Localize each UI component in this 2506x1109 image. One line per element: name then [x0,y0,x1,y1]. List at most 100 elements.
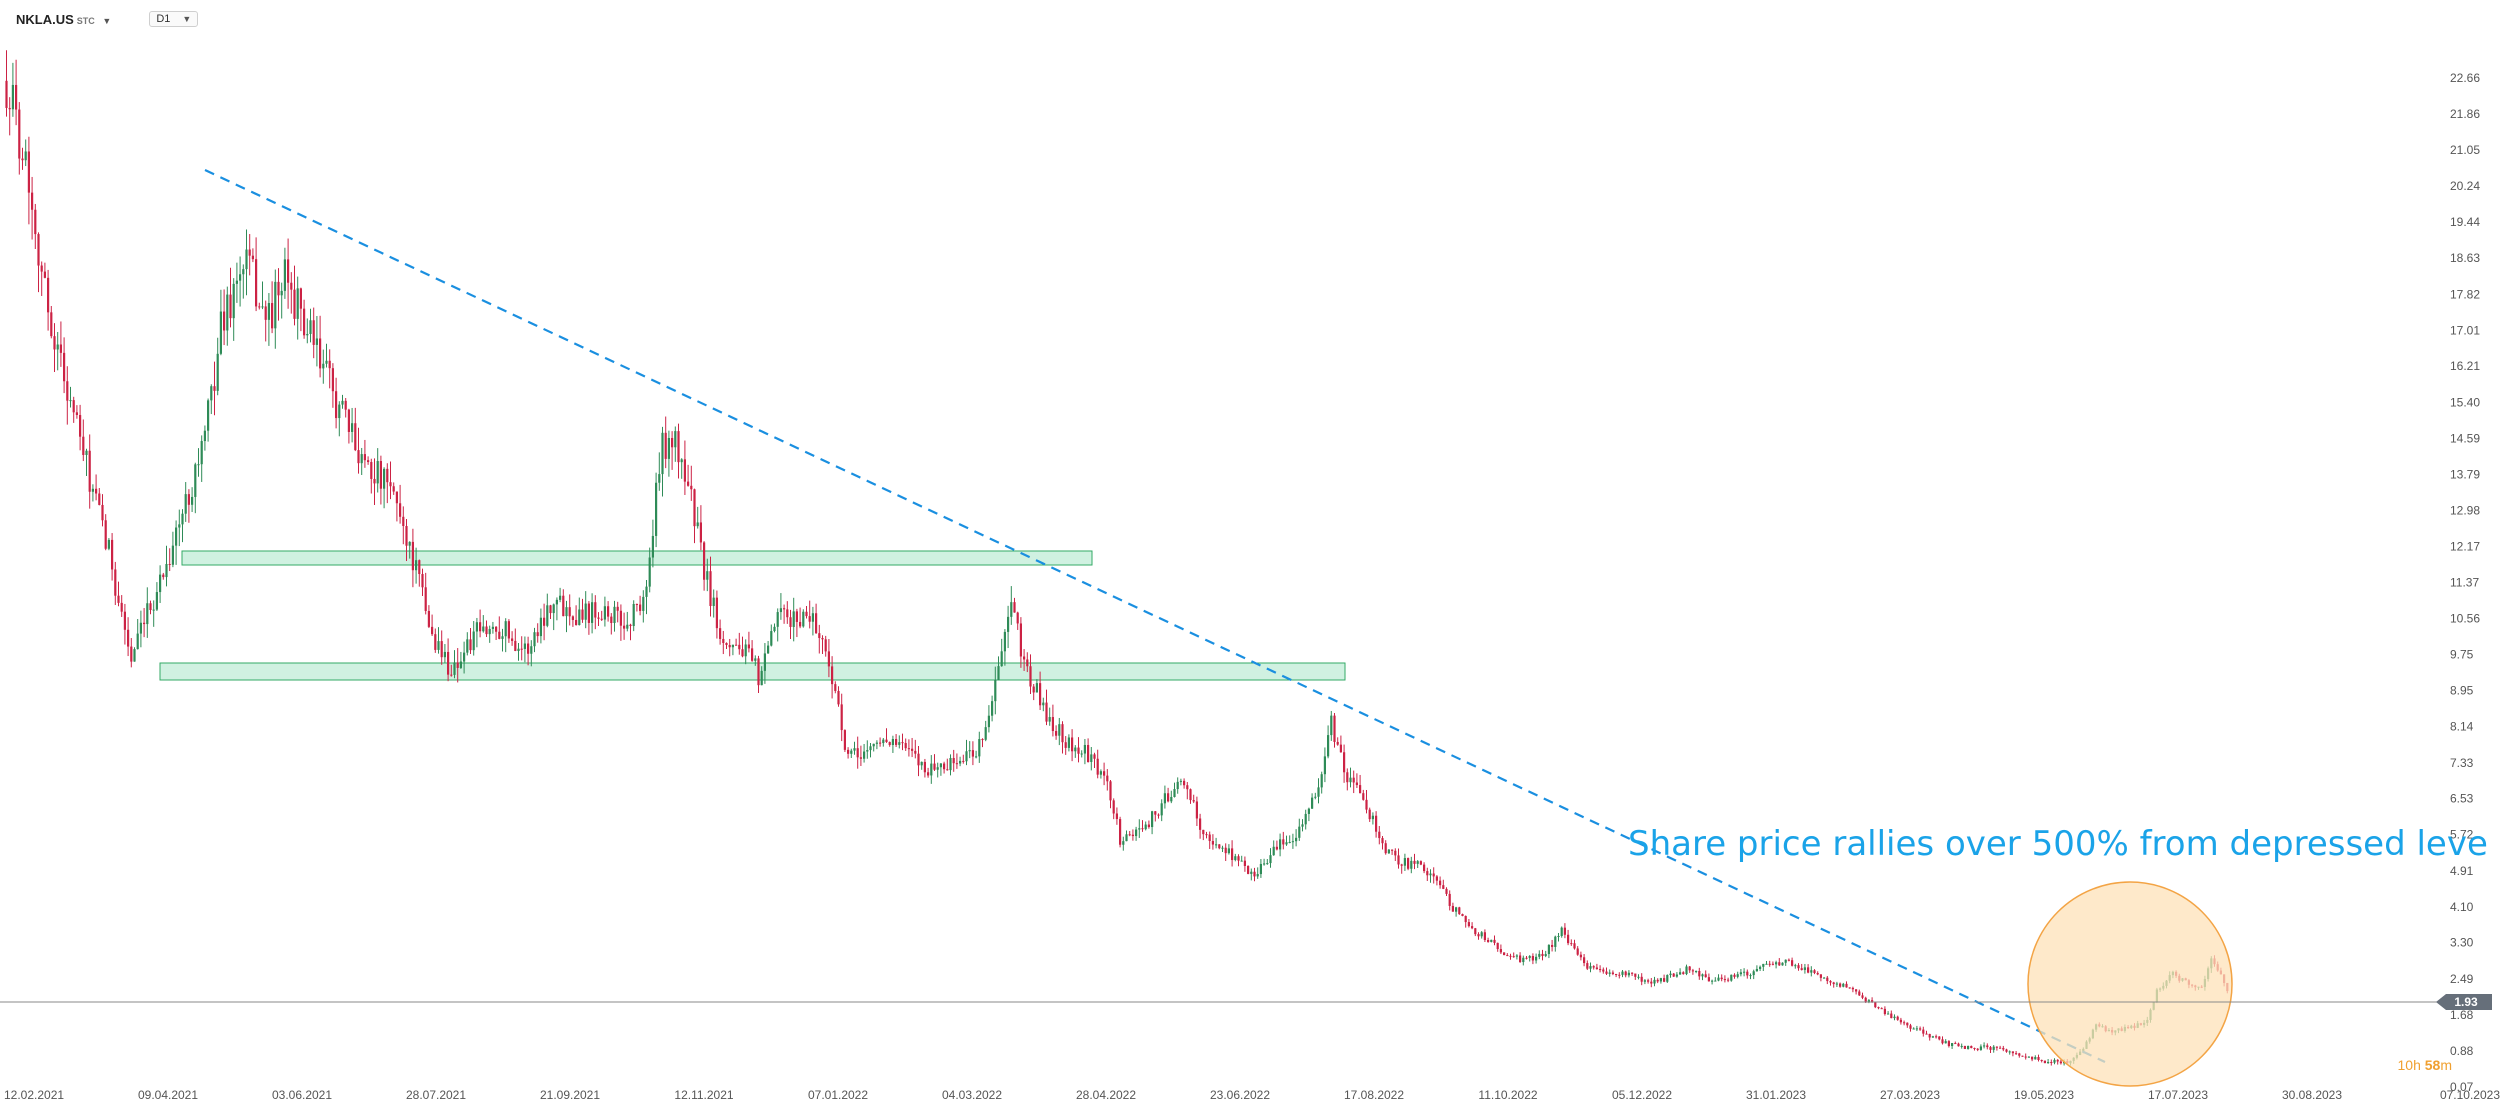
candle [466,632,469,656]
candle [453,650,456,679]
candle [802,609,805,628]
candle [747,631,750,653]
candle [655,472,658,548]
candle [799,607,802,629]
candle [1829,980,1832,986]
candle [8,97,11,136]
candle [1269,848,1272,868]
candle [1874,1002,1877,1009]
candle [1435,875,1438,886]
candle [552,603,555,631]
candle [610,613,613,635]
candle [952,749,955,772]
candle [120,595,123,617]
candle [1026,652,1029,673]
candle [837,686,840,707]
x-tick-label: 07.01.2022 [808,1088,868,1102]
candle [1285,835,1288,846]
candle [162,572,165,580]
candle [2034,1055,2037,1060]
candle [1301,819,1304,832]
y-tick-label: 11.37 [2450,575,2479,589]
candle [1029,654,1032,694]
candle [143,608,146,638]
candle [1851,986,1854,993]
caret-down-icon[interactable]: ▼ [102,15,112,26]
candle [1016,611,1019,630]
candle [658,452,661,491]
downtrend-line [204,169,2106,1063]
candle [501,628,504,652]
candle [725,642,728,650]
candle [616,601,619,623]
candle [469,627,472,655]
candle [2047,1059,2050,1064]
candle [955,753,958,769]
candle [1544,950,1547,958]
candle [1880,1007,1883,1010]
candle [971,741,974,766]
candle [1397,848,1400,869]
candle [1000,638,1003,667]
candle [1858,989,1861,997]
candle [632,600,635,632]
candle [1051,704,1054,737]
candle [1602,967,1605,974]
candle [1490,939,1493,943]
candle [1099,769,1102,779]
candle [277,268,280,321]
candle [1819,974,1822,982]
candle [72,396,75,423]
candle [1211,834,1214,850]
candle [1979,1044,1982,1051]
candle [626,611,629,632]
candle [827,639,830,678]
x-tick-label: 03.06.2021 [272,1088,332,1102]
candle [31,176,34,240]
candle [1407,857,1410,871]
candle [171,531,174,568]
candle [351,407,354,443]
candle [2059,1059,2062,1065]
candle [1032,684,1035,701]
x-tick-label: 07.10.2023 [2440,1088,2500,1102]
candle [1103,762,1106,786]
candle [962,754,965,764]
candle [421,568,424,596]
candle [1951,1042,1954,1049]
candle [1775,960,1778,969]
candle [85,448,88,476]
candle [1698,967,1701,980]
symbol-selector[interactable]: NKLA.US STC ▼ [16,12,111,27]
current-price-badge: 1.93 [2436,994,2492,1010]
candle [744,639,747,665]
candle [1672,972,1675,978]
candle [1605,967,1608,976]
candle [21,147,24,170]
y-tick-label: 21.05 [2450,143,2480,157]
candle [933,754,936,772]
candle [1323,747,1326,783]
candle [1503,952,1506,956]
candle [1717,974,1720,982]
candle [399,484,402,524]
candle [2021,1055,2024,1057]
candle [635,603,638,612]
candle [27,136,30,225]
x-tick-label: 04.03.2022 [942,1088,1002,1102]
candle [181,509,184,543]
candle [904,738,907,751]
candle [379,455,382,505]
candle [1147,820,1150,829]
candle [427,605,430,629]
timeframe-select[interactable]: D1 ▼ [149,11,199,27]
candle [523,636,526,663]
candle [1221,845,1224,853]
candle [1592,965,1595,970]
candle [578,597,581,626]
y-tick-label: 8.14 [2450,720,2474,734]
candle [651,519,654,568]
candle [520,636,523,661]
candle [1842,982,1845,988]
